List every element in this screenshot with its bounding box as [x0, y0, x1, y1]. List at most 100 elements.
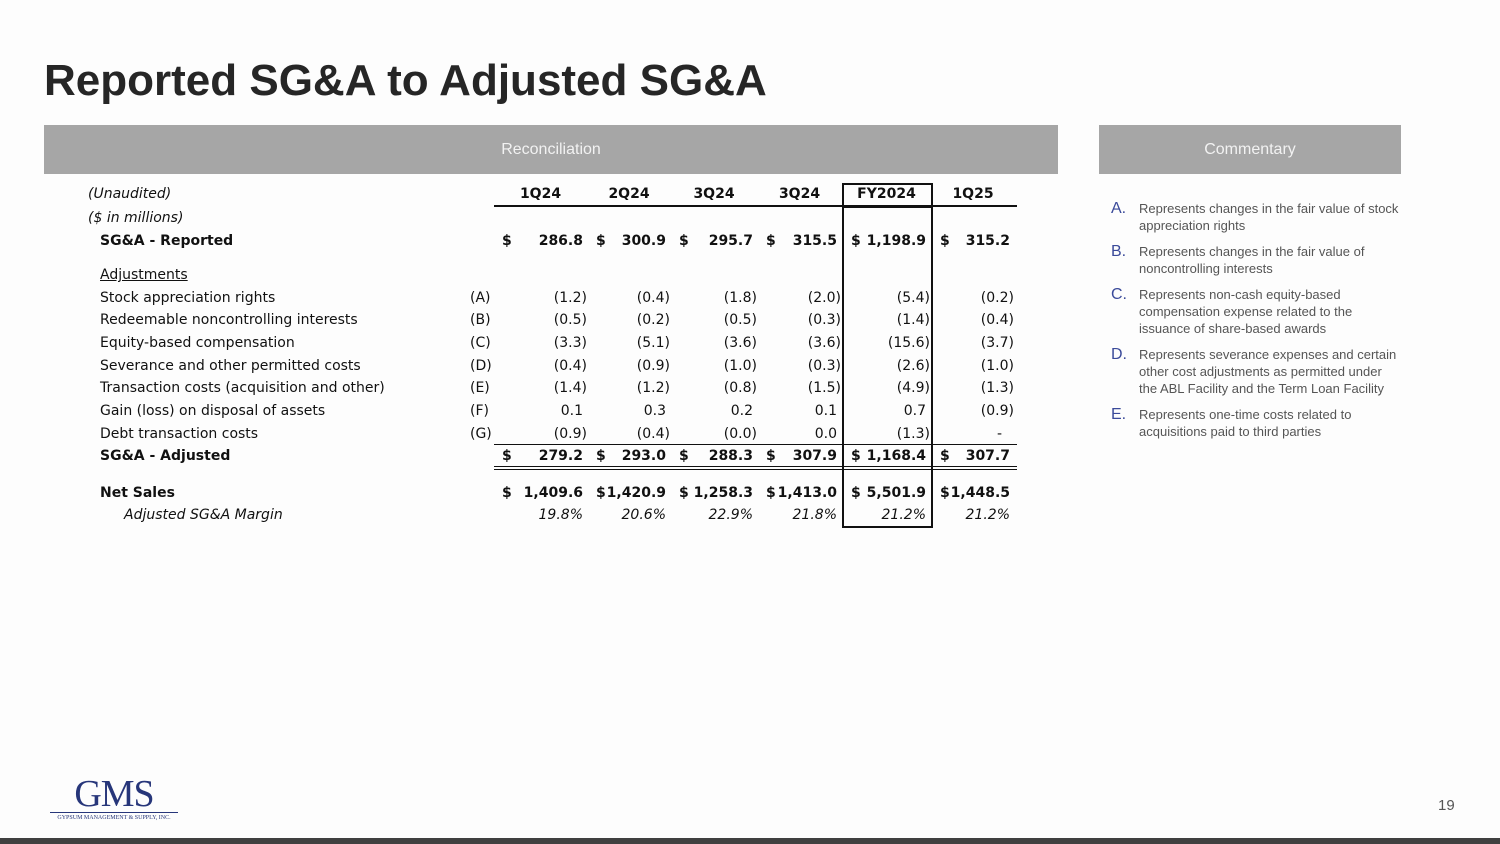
adjustments-label: Adjustments: [100, 267, 188, 283]
value-cell: (1.4): [553, 380, 587, 396]
value-cell: 1,420.9: [606, 485, 666, 501]
value-cell: 307.9: [792, 448, 837, 464]
value-cell: (0.3): [807, 312, 841, 328]
value-cell: (0.0): [723, 426, 757, 442]
value-cell: 315.2: [965, 233, 1010, 249]
value-cell: 21.2%: [965, 507, 1010, 523]
column-header: 3Q24: [693, 186, 735, 202]
value-cell: 22.9%: [708, 507, 753, 523]
value-cell: (1.0): [980, 358, 1014, 374]
commentary-letter: C.: [1111, 286, 1127, 303]
value-cell: (1.3): [980, 380, 1014, 396]
commentary-item: A. Represents changes in the fair value o…: [1111, 200, 1401, 234]
commentary-text: Represents changes in the fair value of …: [1139, 201, 1399, 233]
currency-symbol: $: [766, 448, 776, 464]
subtotal-line: [494, 444, 1017, 445]
value-cell: (0.5): [723, 312, 757, 328]
margin-label: Adjusted SG&A Margin: [124, 507, 283, 523]
value-cell: 0.7: [903, 403, 926, 419]
value-cell: 293.0: [621, 448, 666, 464]
adjustment-label: Stock appreciation rights: [100, 290, 276, 306]
value-cell: (0.9): [980, 403, 1014, 419]
value-cell: 1,168.4: [866, 448, 926, 464]
value-cell: (0.4): [636, 426, 670, 442]
value-cell: 295.7: [708, 233, 753, 249]
value-cell: 5,501.9: [866, 485, 926, 501]
value-cell: 0.2: [730, 403, 753, 419]
gms-logo: GMS GYPSUM MANAGEMENT & SUPPLY, INC.: [44, 773, 184, 821]
column-header: 2Q24: [608, 186, 650, 202]
value-cell: (0.2): [980, 290, 1014, 306]
value-cell: (1.2): [553, 290, 587, 306]
footer-bar: [0, 838, 1500, 844]
fy2024-highlight-box: [842, 183, 933, 528]
sga-reported-label: SG&A - Reported: [100, 233, 234, 249]
value-cell: -: [996, 426, 1002, 442]
commentary-item: E. Represents one-time costs related to a…: [1111, 406, 1401, 440]
currency-symbol: $: [940, 233, 950, 249]
double-underline-bottom: [494, 469, 1017, 470]
currency-symbol: $: [679, 233, 689, 249]
value-cell: 1,409.6: [523, 485, 583, 501]
commentary-letter: A.: [1111, 200, 1127, 217]
value-cell: (4.9): [896, 380, 930, 396]
value-cell: (2.0): [807, 290, 841, 306]
value-cell: (0.3): [807, 358, 841, 374]
currency-symbol: $: [679, 485, 689, 501]
units-label: ($ in millions): [88, 210, 184, 226]
logo-wordmark: GMS: [74, 773, 154, 815]
value-cell: 0.1: [814, 403, 837, 419]
adjustment-label: Transaction costs (acquisition and other…: [100, 380, 385, 396]
reconciliation-table: (Unaudited) ($ in millions) 1Q24 2Q24 3Q24 3Q…: [0, 0, 1030, 540]
currency-symbol: $: [766, 233, 776, 249]
value-cell: (0.4): [636, 290, 670, 306]
column-header: 1Q24: [519, 186, 562, 202]
header-underline: [494, 205, 1017, 207]
value-cell: (5.1): [636, 335, 670, 351]
commentary-text: Represents changes in the fair value of …: [1139, 244, 1365, 276]
commentary-header: Commentary: [1099, 125, 1401, 174]
value-cell: (1.5): [807, 380, 841, 396]
currency-symbol: $: [766, 485, 776, 501]
currency-symbol: $: [502, 448, 512, 464]
adjustment-label: Gain (loss) on disposal of assets: [100, 403, 326, 419]
currency-symbol: $: [940, 448, 950, 464]
adjustment-ref: (B): [470, 312, 491, 328]
currency-symbol: $: [940, 485, 950, 501]
currency-symbol: $: [502, 233, 512, 249]
commentary-text: Represents non-cash equity-based compens…: [1139, 287, 1353, 336]
value-cell: 288.3: [708, 448, 753, 464]
sga-adjusted-label: SG&A - Adjusted: [100, 448, 231, 464]
adjustment-ref: (D): [470, 358, 492, 374]
currency-symbol: $: [502, 485, 512, 501]
value-cell: (3.6): [723, 335, 757, 351]
value-cell: (3.7): [980, 335, 1014, 351]
net-sales-label: Net Sales: [100, 485, 175, 501]
value-cell: 279.2: [538, 448, 583, 464]
value-cell: 1,258.3: [693, 485, 753, 501]
fy2024-header-divider: [842, 183, 933, 208]
adjustment-label: Redeemable noncontrolling interests: [100, 312, 358, 328]
value-cell: 21.8%: [792, 507, 837, 523]
currency-symbol: $: [851, 485, 861, 501]
value-cell: 315.5: [792, 233, 837, 249]
commentary-letter: D.: [1111, 346, 1127, 363]
value-cell: 0.3: [643, 403, 666, 419]
commentary-letter: B.: [1111, 243, 1127, 260]
double-underline-top: [494, 466, 1017, 467]
value-cell: 20.6%: [621, 507, 666, 523]
value-cell: (0.2): [636, 312, 670, 328]
currency-symbol: $: [679, 448, 689, 464]
currency-symbol: $: [851, 448, 861, 464]
adjustment-ref: (E): [470, 380, 490, 396]
value-cell: 1,448.5: [950, 485, 1010, 501]
value-cell: (3.3): [553, 335, 587, 351]
column-header: 3Q24: [778, 186, 821, 202]
value-cell: 1,413.0: [777, 485, 837, 501]
value-cell: 1,198.9: [866, 233, 926, 249]
commentary-letter: E.: [1111, 406, 1127, 423]
value-cell: 0.0: [814, 426, 837, 442]
column-header: 1Q25: [952, 186, 994, 202]
value-cell: (15.6): [887, 335, 930, 351]
value-cell: 19.8%: [538, 507, 583, 523]
